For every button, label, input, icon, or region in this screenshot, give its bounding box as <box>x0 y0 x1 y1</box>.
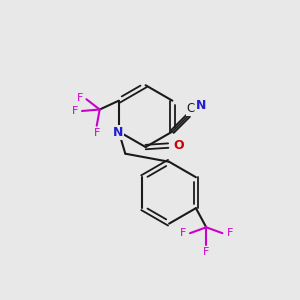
Text: N: N <box>113 126 123 139</box>
Text: F: F <box>77 93 84 103</box>
Text: N: N <box>196 99 206 112</box>
Text: F: F <box>71 106 78 116</box>
Text: F: F <box>94 128 100 138</box>
Text: F: F <box>179 228 186 238</box>
Text: O: O <box>173 139 184 152</box>
Text: F: F <box>203 247 209 257</box>
Text: F: F <box>226 228 233 238</box>
Text: C: C <box>187 102 195 116</box>
